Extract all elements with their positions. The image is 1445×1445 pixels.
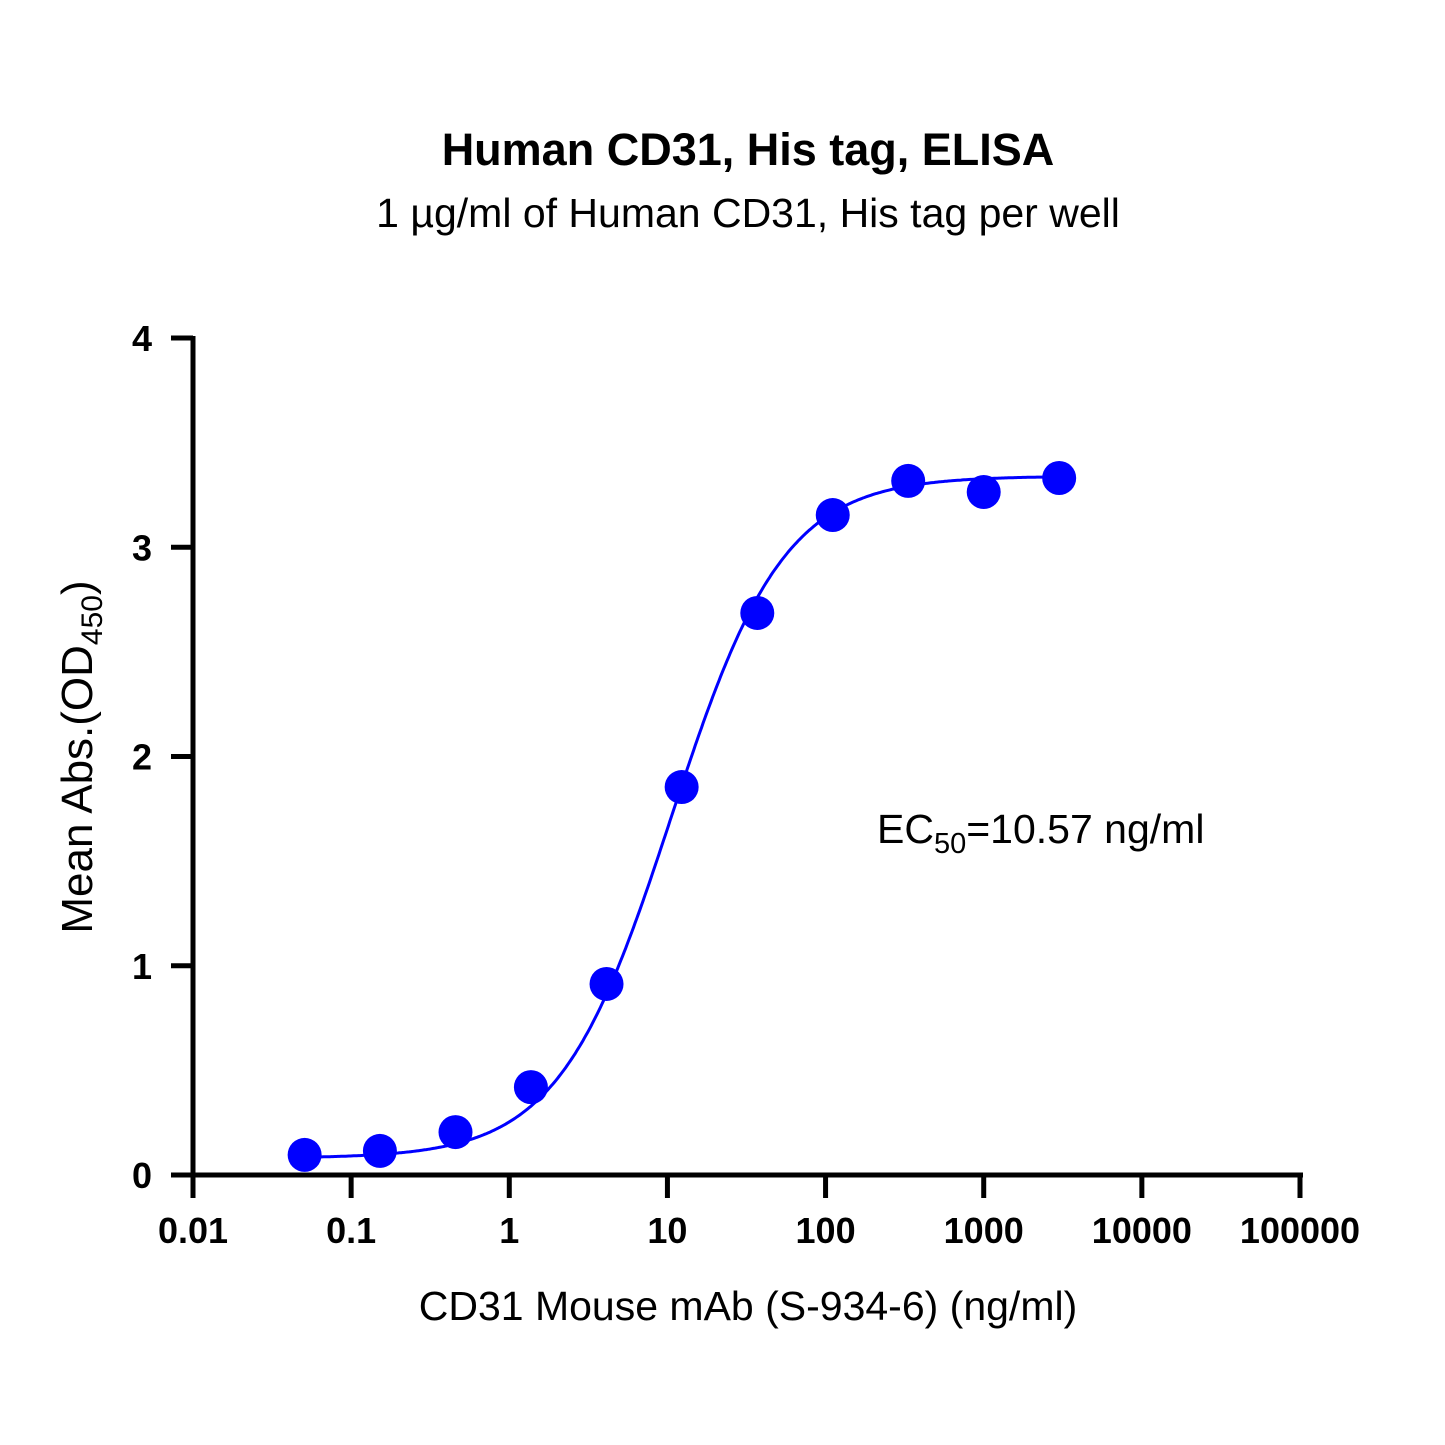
- x-tick-label: 0.01: [158, 1210, 228, 1251]
- x-tick-label: 10: [647, 1210, 687, 1251]
- y-tick-label: 4: [132, 318, 152, 359]
- fit-curve: [304, 475, 1059, 1159]
- y-axis-label: Mean Abs.(OD450): [53, 580, 109, 933]
- chart-title: Human CD31, His tag, ELISA: [442, 124, 1055, 175]
- data-point: [287, 1137, 322, 1172]
- x-tick-label: 100: [796, 1210, 856, 1251]
- axes: [190, 336, 1303, 1178]
- data-point: [513, 1070, 548, 1105]
- data-point: [1042, 460, 1077, 495]
- y-tick-label: 1: [132, 946, 152, 987]
- x-tick-label: 10000: [1092, 1210, 1192, 1251]
- x-tick-label: 100000: [1240, 1210, 1360, 1251]
- data-point: [966, 475, 1001, 510]
- y-tick-label: 2: [132, 737, 152, 778]
- x-tick-label: 1000: [944, 1210, 1024, 1251]
- data-point: [891, 463, 926, 498]
- data-point: [362, 1133, 397, 1168]
- data-point: [589, 966, 624, 1001]
- y-tick-label: 0: [132, 1155, 152, 1196]
- data-point: [438, 1115, 473, 1150]
- ec50-annotation: EC50=10.57 ng/ml: [877, 806, 1204, 860]
- x-tick-label: 0.1: [326, 1210, 376, 1251]
- x-tick-label: 1: [499, 1210, 519, 1251]
- data-point: [664, 770, 699, 805]
- x-axis-label: CD31 Mouse mAb (S-934-6) (ng/ml): [419, 1283, 1077, 1329]
- data-point: [815, 498, 850, 533]
- chart-subtitle: 1 µg/ml of Human CD31, His tag per well: [376, 190, 1120, 236]
- y-tick-label: 3: [132, 527, 152, 568]
- data-point: [740, 595, 775, 630]
